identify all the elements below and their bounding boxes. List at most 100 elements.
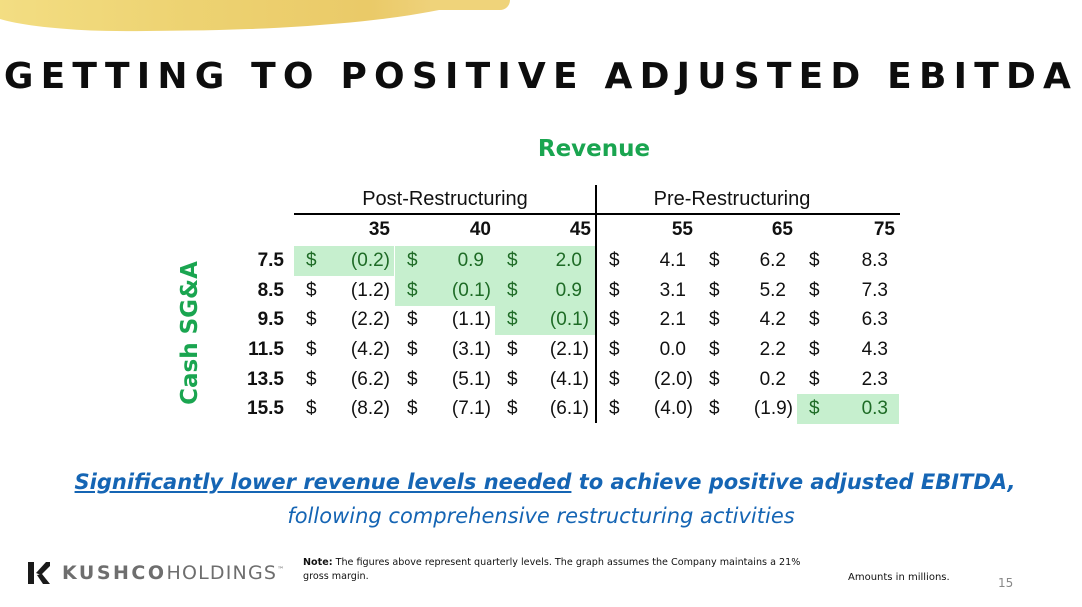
row-label: 8.5 [257,280,284,301]
logo-tm: ™ [277,565,286,574]
column-header: 75 [873,219,895,240]
highlight-cell [294,246,394,276]
currency-symbol: $ [709,369,720,390]
amounts-note: Amounts in millions. [848,572,950,583]
table-cell: $2.3 [797,365,899,394]
currency-symbol: $ [709,339,720,360]
currency-symbol: $ [507,280,518,301]
tagline-line-2: following comprehensive restructuring ac… [287,504,795,528]
cell-value: (8.2) [350,398,390,419]
cell-value: 2.2 [759,339,786,360]
kushco-logo: KUSHCOHOLDINGS™ [28,562,285,584]
cell-value: 0.2 [759,369,786,390]
row-label: 9.5 [257,309,284,330]
header-rule [294,213,900,215]
cell-value: (5.1) [451,369,491,390]
currency-symbol: $ [306,369,317,390]
cell-value: (1.9) [753,398,793,419]
revenue-axis-label: Revenue [537,136,651,162]
tagline-line-1: Significantly lower revenue levels neede… [4,470,1082,494]
column-header: 40 [469,219,491,240]
footnote-label: Note: [303,557,333,568]
cell-value: (2.0) [653,369,693,390]
currency-symbol: $ [709,398,720,419]
cell-value: (6.2) [350,369,390,390]
table-cell: $ (6.1) [495,394,593,423]
cell-value: 0.3 [861,398,888,419]
table-cell: $0.0 [597,335,697,364]
cell-value: (0.1) [549,309,589,330]
table-cell: $0.9 [395,246,495,275]
cell-value: (1.1) [451,309,491,330]
currency-symbol: $ [609,250,620,271]
currency-symbol: $ [609,369,620,390]
gold-brush-stroke-tail [430,0,510,10]
currency-symbol: $ [306,280,317,301]
row-label: 7.5 [257,250,284,271]
currency-symbol: $ [809,339,820,360]
table-cell: $8.3 [797,246,899,275]
table-cell: $ (2.0) [597,365,697,394]
table-cell: $ (5.1) [395,365,495,394]
table-cell: $4.1 [597,246,697,275]
cell-value: 3.1 [659,280,686,301]
cell-value: (0.2) [350,250,390,271]
highlight-cell [495,276,596,306]
currency-symbol: $ [809,398,820,419]
currency-symbol: $ [709,309,720,330]
currency-symbol: $ [407,369,418,390]
cell-value: 4.3 [861,339,888,360]
currency-symbol: $ [809,280,820,301]
table-cell: $3.1 [597,276,697,305]
cell-value: 6.3 [861,309,888,330]
column-header: 55 [671,219,693,240]
cell-value: (3.1) [451,339,491,360]
cell-value: 7.3 [861,280,888,301]
table-cell: $2.1 [597,305,697,334]
table-cell: $ (0.2) [294,246,394,275]
cell-value: 2.1 [659,309,686,330]
tagline-emphasis: Significantly lower revenue levels neede… [74,470,572,494]
table-cell: $6.2 [697,246,797,275]
table-cell: $ (8.2) [294,394,394,423]
currency-symbol: $ [507,339,518,360]
currency-symbol: $ [407,280,418,301]
highlight-cell [395,246,495,276]
slide-title: GETTING TO POSITIVE ADJUSTED EBITDA [3,56,1079,97]
currency-symbol: $ [507,398,518,419]
column-header: 45 [569,219,591,240]
row-label: 11.5 [248,339,284,360]
table-cell: $ (0.1) [395,276,495,305]
currency-symbol: $ [507,369,518,390]
table-cell: $ (6.2) [294,365,394,394]
table-cell: $2.2 [697,335,797,364]
currency-symbol: $ [809,250,820,271]
table-cell: $ (1.9) [697,394,797,423]
row-label: 13.5 [247,369,284,390]
currency-symbol: $ [407,398,418,419]
table-cell: $2.0 [495,246,593,275]
table-cell: $0.9 [495,276,593,305]
cell-value: (0.1) [451,280,491,301]
cell-value: (2.2) [350,309,390,330]
currency-symbol: $ [306,398,317,419]
highlight-cell [797,394,899,424]
table-cell: $ (1.2) [294,276,394,305]
restructuring-divider [595,185,597,423]
page-number: 15 [998,576,1014,590]
table-cell: $ (2.2) [294,305,394,334]
currency-symbol: $ [609,339,620,360]
table-cell: $ (1.1) [395,305,495,334]
table-cell: $5.2 [697,276,797,305]
table-cell: $ (4.1) [495,365,593,394]
currency-symbol: $ [507,250,518,271]
currency-symbol: $ [809,309,820,330]
cell-value: 4.2 [759,309,786,330]
highlight-cell [395,276,495,306]
table-cell: $ (0.1) [495,305,593,334]
gold-brush-stroke [0,0,501,33]
currency-symbol: $ [609,309,620,330]
table-cell: $ (7.1) [395,394,495,423]
table-cell: $6.3 [797,305,899,334]
currency-symbol: $ [407,309,418,330]
